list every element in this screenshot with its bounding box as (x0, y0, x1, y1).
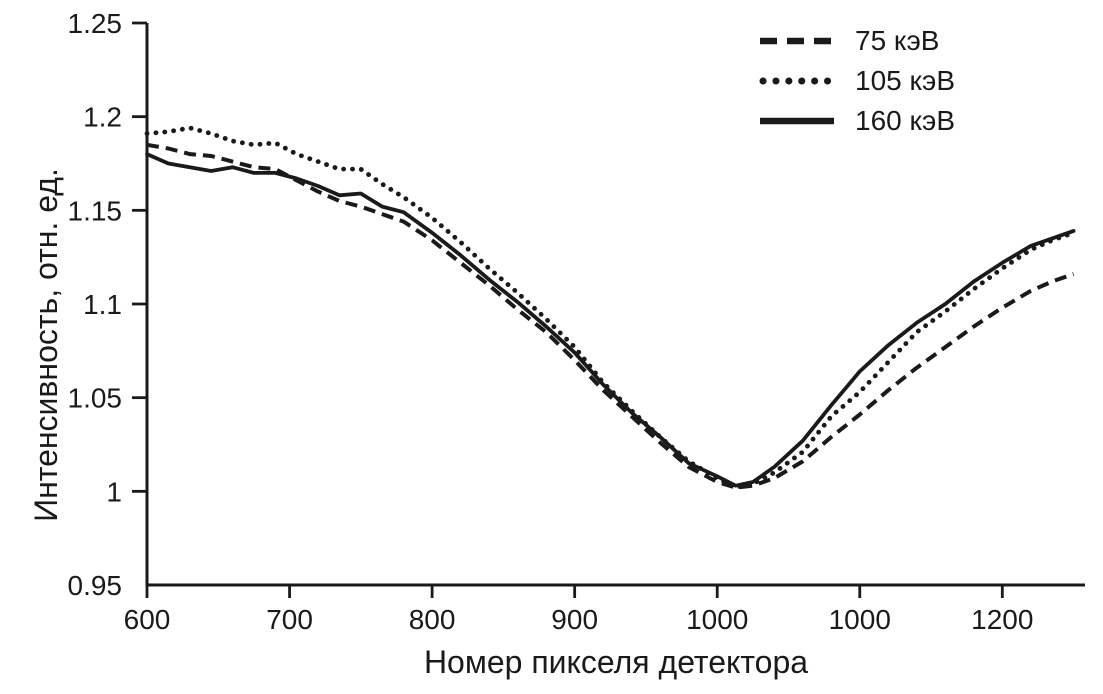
x-tick-label: 700 (266, 604, 313, 635)
y-tick-label: 1.15 (68, 195, 123, 226)
x-axis-title: Номер пикселя детектора (423, 644, 809, 680)
series-line-dotted (144, 125, 1076, 491)
legend-item-75kev: 75 кэВ (757, 21, 955, 61)
y-tick-label: 1.2 (83, 102, 122, 133)
y-tick-label: 1.25 (68, 8, 123, 39)
y-tick-label: 1.1 (83, 289, 122, 320)
legend-label: 160 кэВ (855, 105, 956, 136)
legend-item-105kev: 105 кэВ (757, 61, 955, 101)
dashed-line-swatch-icon (760, 37, 834, 45)
series-line-solid (145, 152, 1076, 488)
legend-label: 105 кэВ (855, 65, 956, 96)
series-line-dashed (146, 142, 1075, 490)
x-tick-label: 600 (124, 604, 171, 635)
dotted-line-swatch-icon (759, 77, 835, 85)
y-tick-label: 1.05 (68, 383, 123, 414)
x-tick-label: 1000 (829, 604, 891, 635)
x-tick-label: 1000 (686, 604, 748, 635)
y-axis-title: Интенсивность, отн. ед. (28, 168, 64, 522)
x-tick-label: 800 (409, 604, 456, 635)
y-tick-label: 1 (106, 476, 122, 507)
legend-item-160kev: 160 кэВ (757, 101, 955, 141)
legend-label: 75 кэВ (855, 25, 940, 56)
y-tick-label: 0.95 (68, 570, 123, 601)
x-tick-label: 900 (551, 604, 598, 635)
legend: 75 кэВ 105 кэВ 160 кэВ (757, 21, 955, 141)
solid-line-swatch-icon (760, 117, 834, 125)
x-tick-label: 1200 (971, 604, 1033, 635)
